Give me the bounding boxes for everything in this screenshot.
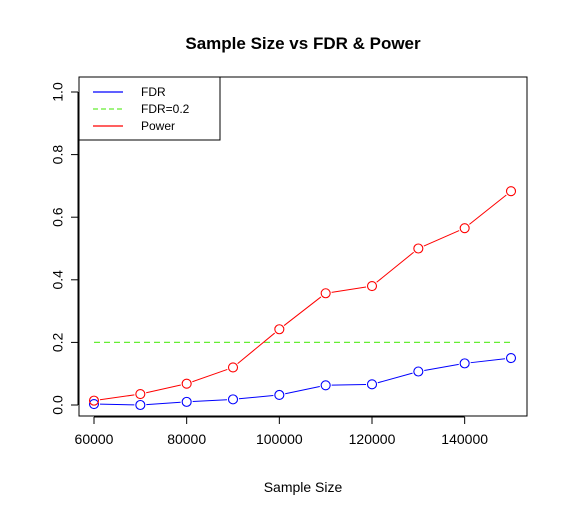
series-layer [88,186,517,411]
data-point [413,366,424,377]
series-line-segment [376,251,414,283]
series-line-segment [423,230,460,247]
y-tick-label: 0.8 [50,145,66,165]
data-point [320,288,331,299]
series-power [88,186,517,406]
data-point [227,362,239,373]
x-tick-label: 80000 [167,431,206,447]
x-tick-label: 140000 [441,431,488,447]
y-tick-label: 0.2 [50,332,66,352]
series-line-segment [469,194,507,225]
series-line-segment [99,394,135,401]
x-tick-label: 100000 [256,431,303,447]
data-point [505,352,517,364]
data-point [459,223,470,234]
y-tick-label: 0.4 [50,270,66,290]
y-axis: 0.0 0.2 0.4 0.6 0.8 1.0 [50,82,79,415]
data-point [181,378,192,389]
data-point [88,395,100,406]
data-point [505,186,517,197]
series-line-segment [192,399,228,403]
series-line-segment [192,368,228,383]
series-line-segment [238,395,274,400]
data-point [274,389,285,401]
legend: FDR FDR=0.2 Power [78,76,221,141]
data-point [88,399,100,410]
x-axis: 60000 80000 100000 120000 140000 [75,416,488,447]
x-axis-label: Sample Size [264,479,343,495]
data-point [366,281,378,292]
series-line-segment [377,372,413,384]
data-point [135,399,146,411]
series-line-segment [331,286,367,293]
series-line-segment [283,296,322,326]
data-point [459,358,470,369]
series-line-segment [424,363,459,371]
series-line-segment [237,332,276,365]
series-line-segment [99,403,135,406]
plot-frame [78,76,528,417]
series-fdr [88,352,517,411]
x-tick-label: 120000 [349,431,396,447]
data-point [274,324,285,335]
data-point [413,243,424,254]
legend-label: FDR [141,85,166,99]
series-line-segment [146,384,181,394]
data-point [181,396,192,407]
data-point [227,394,239,405]
y-tick-label: 1.0 [50,82,66,102]
series-line-segment [470,358,506,364]
data-point [320,380,331,391]
data-point [366,379,378,390]
legend-label: FDR=0.2 [141,102,190,116]
series-line-segment [146,401,181,406]
series-line-segment [331,383,367,386]
chart-title: Sample Size vs FDR & Power [185,34,421,53]
series-line-segment [285,386,320,395]
x-tick-label: 60000 [75,431,114,447]
data-point [135,388,146,400]
y-tick-label: 0.6 [50,207,66,227]
y-tick-label: 0.0 [50,395,66,415]
legend-label: Power [141,119,175,133]
